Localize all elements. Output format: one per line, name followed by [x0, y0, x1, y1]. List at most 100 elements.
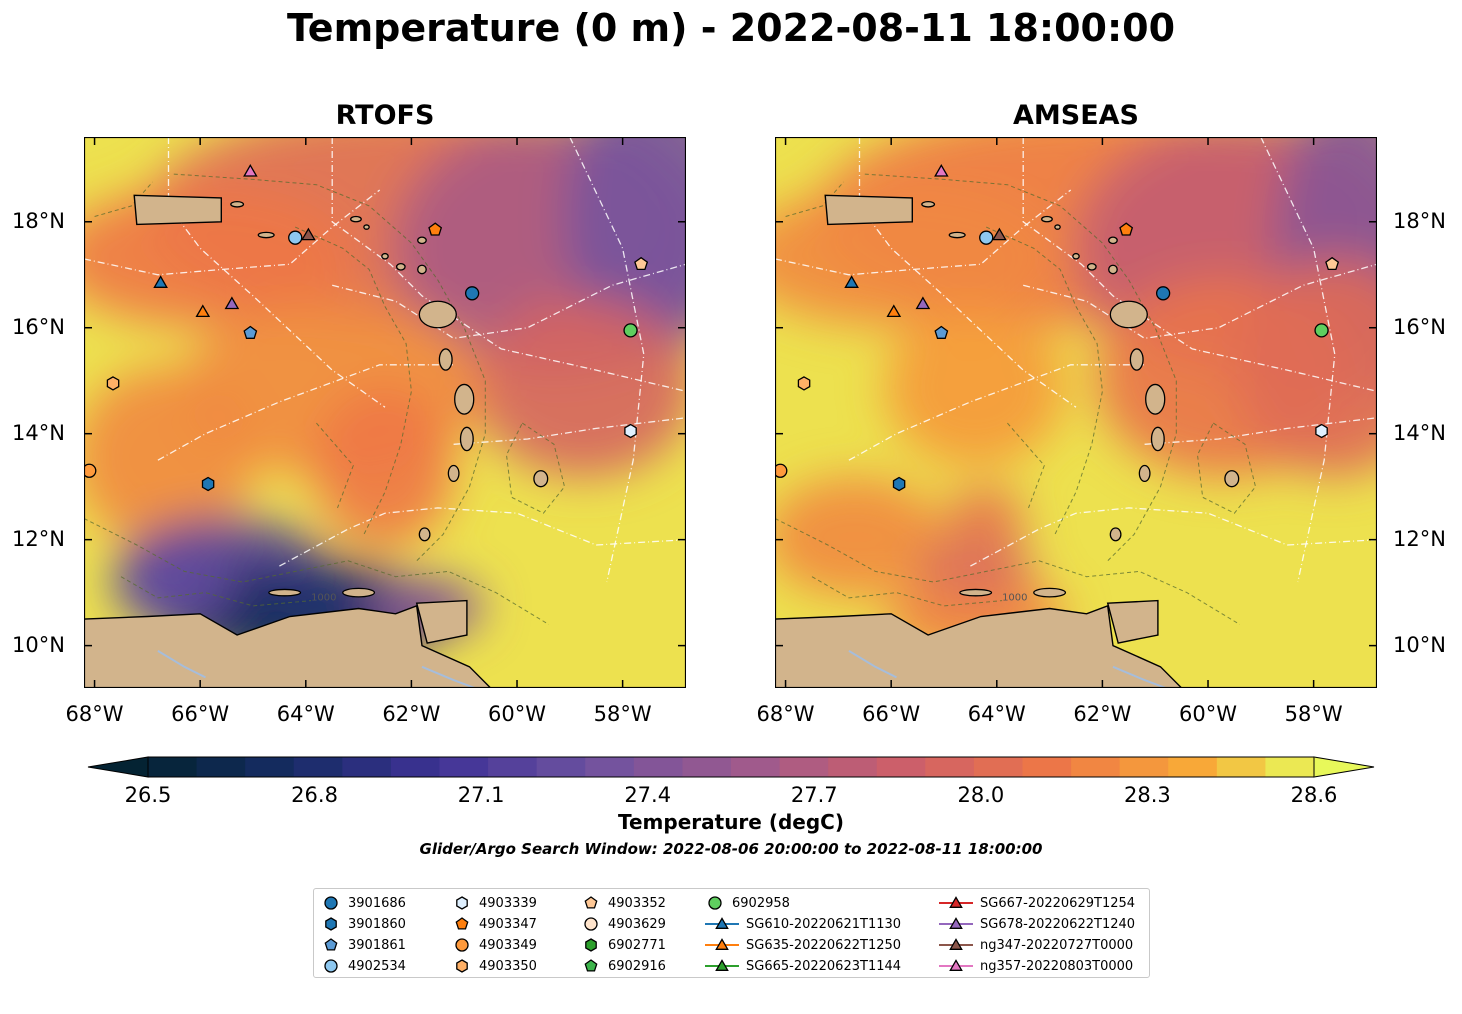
legend-item: 4902534 [320, 956, 406, 976]
lon-label: 60°W [1179, 702, 1238, 726]
platform-3901861 [934, 325, 949, 339]
map-amseas: 1000 [775, 137, 1377, 688]
island [948, 231, 966, 239]
island [1072, 252, 1080, 260]
legend-marker [584, 959, 598, 972]
legend-item: SG635-20220622T1250 [704, 935, 901, 955]
legend-item: 3901860 [320, 914, 406, 934]
legend-label: 6902771 [608, 937, 666, 953]
platform-4903352 [1325, 256, 1340, 271]
island [1108, 236, 1118, 245]
colorbar-tick-label: 28.0 [957, 783, 1005, 807]
island [418, 300, 457, 329]
legend-item: SG667-20220629T1254 [938, 893, 1135, 913]
legend-marker [584, 896, 598, 909]
platform-4903347 [1119, 222, 1134, 236]
colorbar-bin [293, 757, 343, 777]
platform-SG678-20220622T1240 [224, 296, 240, 310]
island [921, 200, 936, 208]
colorbar-bin [1168, 757, 1218, 777]
legend-item: 6902916 [580, 956, 666, 976]
island [1109, 300, 1148, 329]
legend-marker-shape [949, 917, 963, 929]
legend-marker-shape [456, 896, 468, 910]
lon-label: 66°W [171, 702, 230, 726]
legend-label: 4903350 [479, 958, 537, 974]
island [1150, 426, 1165, 452]
island [257, 231, 275, 239]
legend-item: 4903629 [580, 914, 666, 934]
lat-label: 14°N [1393, 420, 1446, 445]
platform-SG635-20220622T1250 [195, 304, 211, 318]
colorbar-bin [536, 757, 586, 777]
legend-label: 4903347 [479, 916, 537, 932]
platform-SG635-20220622T1250 [886, 304, 902, 318]
legend-label: SG665-20220623T1144 [746, 958, 902, 974]
map-rtofs: 1000 [84, 137, 686, 688]
platform-4903352 [634, 256, 649, 271]
platform-4902534 [979, 230, 994, 245]
lat-label: 16°N [1393, 314, 1446, 339]
legend-item: 4903339 [451, 893, 537, 913]
platform-4903349 [775, 463, 788, 478]
legend-marker-shape [584, 959, 598, 972]
island [454, 383, 475, 415]
colorbar-tick-label: 27.4 [624, 783, 672, 807]
island [1138, 464, 1151, 483]
legend-marker [456, 959, 468, 973]
legend-label: 6902958 [732, 895, 790, 911]
platform-ng357-20220803T0000 [934, 163, 949, 177]
colorbar-extend-low [87, 756, 149, 778]
colorbar-bin [390, 757, 441, 777]
legend-label: 3901686 [348, 895, 406, 911]
legend-marker-shape [456, 959, 468, 973]
legend-label: SG678-20220622T1240 [980, 916, 1136, 932]
legend-marker-shape [324, 896, 338, 910]
legend-marker-shape [949, 896, 963, 908]
colorbar-bin [633, 757, 684, 777]
platform-3901860 [201, 476, 215, 492]
island [417, 264, 427, 275]
legend-item: ng357-20220803T0000 [938, 956, 1133, 976]
island [230, 200, 245, 208]
colorbar-bin [925, 757, 975, 777]
platform-3901860 [892, 476, 906, 492]
lon-label: 58°W [1284, 702, 1343, 726]
lat-label: 10°N [1393, 632, 1446, 657]
platform-3901686 [464, 286, 480, 301]
legend-marker-shape [715, 917, 729, 929]
colorbar [87, 756, 1375, 778]
platform-3901686 [1155, 286, 1171, 301]
platform-SG678-20220622T1240 [915, 296, 931, 310]
island [1054, 224, 1061, 230]
legend-marker-shape [584, 917, 598, 931]
legend-marker-shape [584, 896, 598, 909]
legend-label: SG635-20220622T1250 [746, 937, 902, 953]
legend-marker [584, 917, 598, 931]
colorbar-bin [1119, 757, 1169, 777]
island [533, 470, 549, 488]
legend-label: 6902916 [608, 958, 666, 974]
panel-title-rtofs: RTOFS [335, 100, 435, 131]
island [363, 224, 370, 230]
legend-marker [455, 917, 469, 930]
island [268, 588, 302, 597]
legend-marker-shape [324, 959, 338, 973]
figure-title: Temperature (0 m) - 2022-08-11 18:00:00 [286, 6, 1176, 50]
legend-marker-shape [715, 959, 729, 971]
lat-label: 10°N [12, 632, 65, 657]
colorbar-bin [1071, 757, 1121, 777]
legend-marker [939, 938, 973, 950]
contour-label: 1000 [1002, 593, 1027, 604]
land-trinidad [415, 599, 468, 644]
legend-marker [939, 896, 973, 908]
platform-4903339 [624, 423, 637, 439]
island [1145, 383, 1166, 415]
legend-item: 4903347 [451, 914, 537, 934]
legend-marker-shape [324, 938, 338, 951]
legend-marker [708, 896, 722, 910]
island [381, 252, 389, 260]
platform-ng347-20220727T0000 [301, 227, 316, 241]
legend-marker-shape [715, 938, 729, 950]
legend-label: 3901860 [348, 916, 406, 932]
